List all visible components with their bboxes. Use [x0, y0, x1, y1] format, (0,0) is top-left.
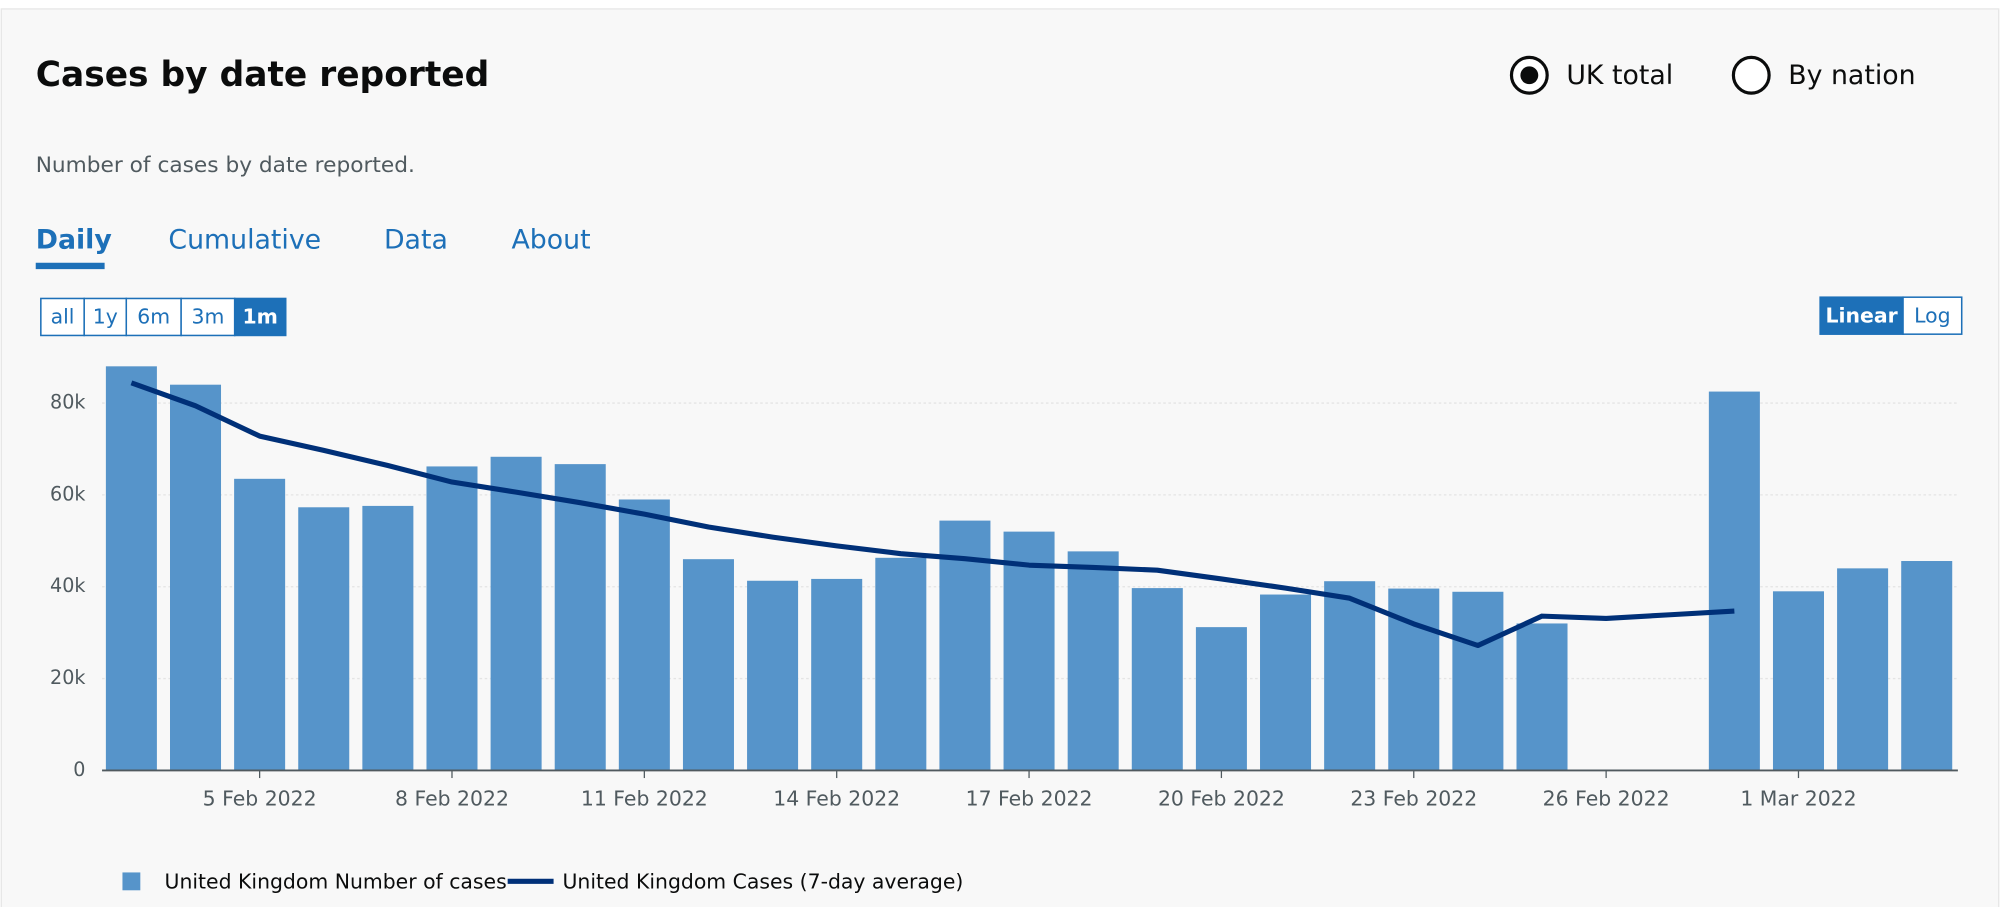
- bar: [618, 499, 670, 771]
- line: [130, 380, 1735, 649]
- x-tick-label: 11 Feb 2022: [581, 787, 708, 811]
- bar: [1260, 594, 1312, 771]
- y-tick-label: 40k: [50, 574, 86, 597]
- scale-label[interactable]: Linear: [1826, 303, 1898, 327]
- bar: [554, 464, 606, 771]
- bar: [1324, 581, 1376, 771]
- range-label[interactable]: 1m: [242, 305, 277, 329]
- bar: [1003, 531, 1055, 771]
- x-tick-label: 14 Feb 2022: [773, 787, 900, 811]
- radio[interactable]: [1731, 55, 1771, 95]
- range-button[interactable]: [233, 297, 287, 337]
- y-tick-label: 80k: [50, 391, 86, 414]
- bar: [1452, 591, 1504, 771]
- x-tick-label: 20 Feb 2022: [1158, 787, 1285, 811]
- bar: [811, 578, 863, 771]
- tab-underline: [35, 262, 105, 270]
- bar: [682, 559, 734, 771]
- x-tick-label: 5 Feb 2022: [203, 787, 317, 811]
- radio-dot: [1520, 66, 1539, 85]
- range-label[interactable]: all: [51, 305, 75, 329]
- x-tick-label: 1 Mar 2022: [1740, 787, 1856, 811]
- x-tick-label: 26 Feb 2022: [1543, 787, 1670, 811]
- bar: [1131, 588, 1183, 771]
- bar: [170, 384, 222, 771]
- range-button[interactable]: [180, 297, 236, 337]
- range-button[interactable]: [40, 297, 85, 337]
- bar: [1901, 561, 1953, 771]
- range-label[interactable]: 3m: [191, 305, 224, 329]
- range-button[interactable]: [83, 297, 128, 337]
- card-bg: [0, 8, 2000, 907]
- bar: [105, 366, 157, 771]
- bar: [1195, 627, 1247, 771]
- bar: [298, 507, 350, 771]
- x-tick-label: 17 Feb 2022: [966, 787, 1093, 811]
- radio-label[interactable]: By nation: [1788, 60, 1915, 91]
- bar: [1067, 551, 1119, 771]
- bar: [875, 557, 927, 771]
- radio-label[interactable]: UK total: [1566, 60, 1673, 91]
- bar: [1708, 391, 1760, 771]
- bar: [1772, 591, 1824, 771]
- bar: [426, 466, 478, 771]
- tab[interactable]: About: [511, 225, 590, 256]
- bar: [1516, 623, 1568, 771]
- tab[interactable]: Data: [384, 225, 448, 256]
- bar: [490, 456, 542, 771]
- description: Number of cases by date reported.: [36, 153, 415, 178]
- bar: [1837, 568, 1889, 771]
- range-label[interactable]: 6m: [137, 305, 170, 329]
- legend-swatch: [122, 872, 141, 891]
- tab[interactable]: Daily: [36, 225, 112, 256]
- bar: [234, 478, 286, 771]
- bar: [747, 580, 799, 771]
- y-tick-label: 60k: [50, 482, 86, 505]
- x-tick-label: 23 Feb 2022: [1350, 787, 1477, 811]
- scale-label[interactable]: Log: [1914, 303, 1950, 327]
- chart-title: Cases by date reported: [36, 55, 490, 95]
- legend-label: United Kingdom Number of cases: [165, 870, 507, 894]
- bar: [362, 505, 414, 771]
- range-label[interactable]: 1y: [93, 305, 118, 329]
- range-button[interactable]: [125, 297, 182, 337]
- legend-label: United Kingdom Cases (7-day average): [563, 870, 964, 894]
- scale-button[interactable]: [1819, 296, 1904, 335]
- x-tick-label: 8 Feb 2022: [395, 787, 509, 811]
- scale-button[interactable]: [1902, 296, 1963, 335]
- tab[interactable]: Cumulative: [168, 225, 321, 256]
- y-tick-label: 20k: [50, 666, 86, 689]
- y-tick-label: 0: [73, 758, 85, 781]
